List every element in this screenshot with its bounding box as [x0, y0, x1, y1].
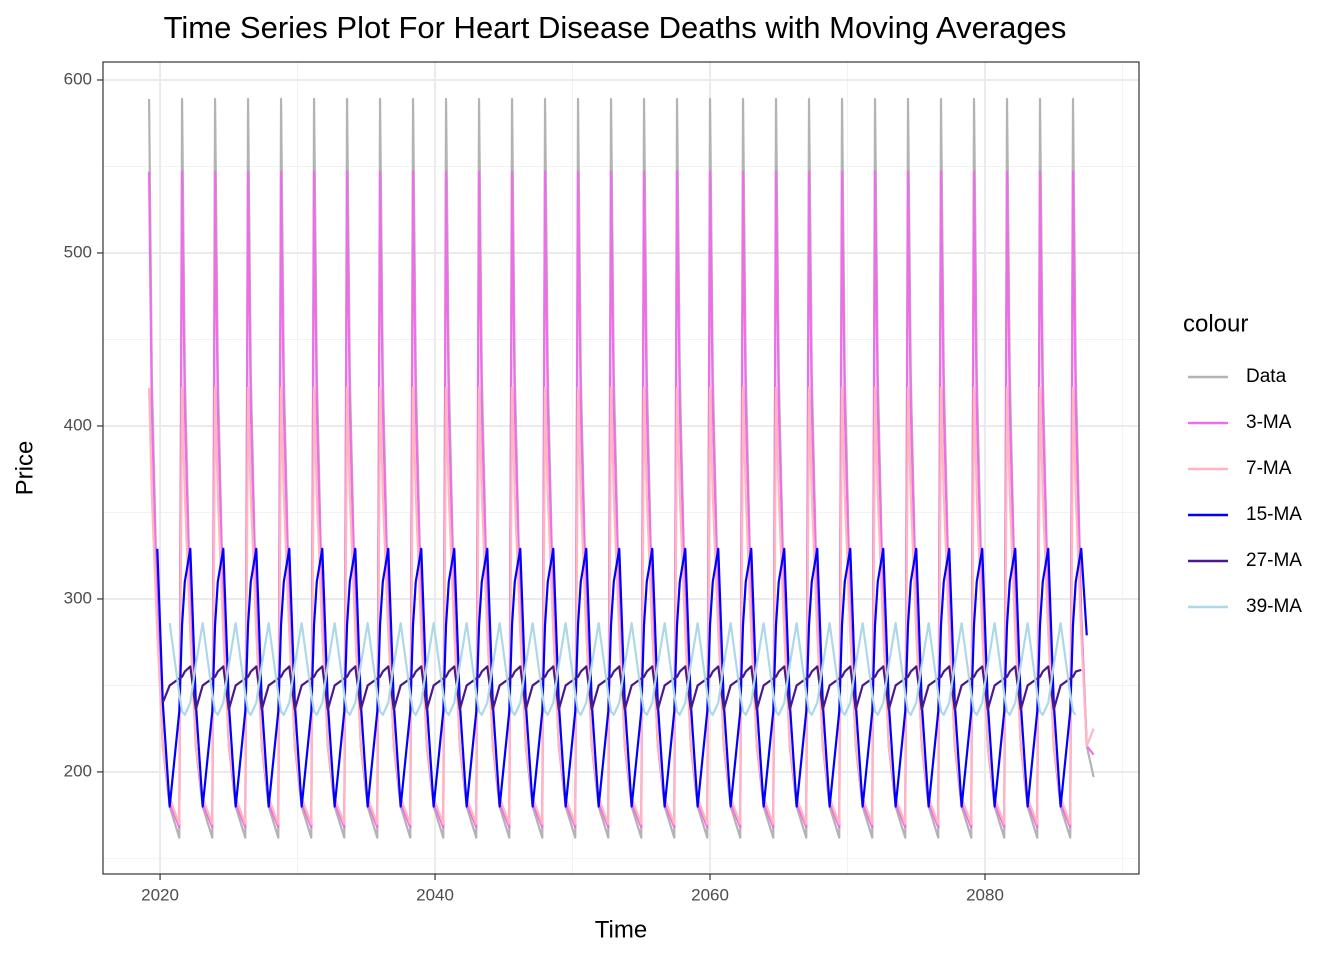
y-tick-label: 600 — [64, 69, 92, 88]
legend-label: 15-MA — [1246, 504, 1302, 525]
x-tick-label: 2060 — [691, 885, 729, 904]
plot-border — [102, 61, 1140, 875]
x-axis-label: Time — [595, 916, 647, 943]
chart-title: Time Series Plot For Heart Disease Death… — [164, 10, 1067, 45]
legend-label: 27-MA — [1246, 550, 1302, 571]
y-tick-label: 300 — [64, 588, 92, 607]
series-line — [168, 622, 1077, 716]
legend-label: Data — [1246, 366, 1287, 387]
y-axis-label: Price — [11, 441, 38, 496]
legend-label: 39-MA — [1246, 596, 1302, 617]
y-tick-label: 200 — [64, 761, 92, 780]
legend-title: colour — [1183, 310, 1248, 337]
y-tick-label: 500 — [64, 242, 92, 261]
x-tick-label: 2080 — [966, 885, 1004, 904]
x-tick-label: 2020 — [141, 885, 179, 904]
plot-background — [103, 62, 1139, 874]
series-line — [156, 547, 1088, 808]
x-tick-label: 2040 — [416, 885, 454, 904]
y-tick-label: 400 — [64, 415, 92, 434]
legend-label: 7-MA — [1246, 458, 1292, 479]
legend-label: 3-MA — [1246, 412, 1292, 433]
